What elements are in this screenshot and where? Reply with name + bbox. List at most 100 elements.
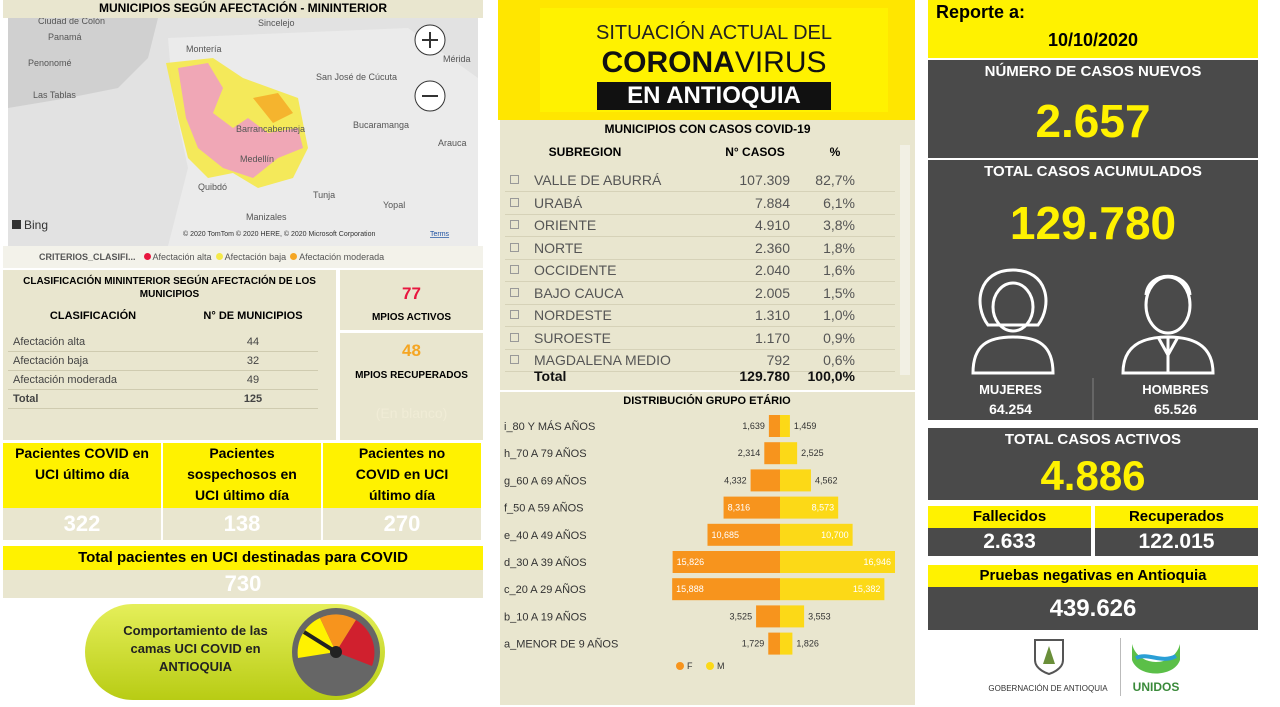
woman-face <box>991 281 1035 333</box>
zoom-in-icon <box>422 32 438 48</box>
row-line <box>505 258 895 260</box>
column-header: CLASIFICACIÓN <box>49 310 137 322</box>
map-terms[interactable]: Terms <box>430 231 450 238</box>
men-value: 65.526 <box>1154 401 1197 417</box>
gauge-hub <box>330 646 342 658</box>
shield-icon <box>1034 639 1064 676</box>
land <box>8 18 158 108</box>
column-header: % <box>829 145 841 159</box>
subregion-pct: 6,1% <box>823 194 855 211</box>
subregion-cases: 129.780 <box>739 368 790 384</box>
gender-divider <box>1092 378 1094 420</box>
expand-icon[interactable] <box>510 242 519 252</box>
subregion-cases: 792 <box>766 352 790 368</box>
uci-card-label: Pacientes no COVID en UCI último día <box>323 443 481 508</box>
map-place: Montería <box>186 44 222 54</box>
value-label: 1,459 <box>794 421 817 431</box>
subregion-cases: 107.309 <box>739 172 790 188</box>
scrollbar[interactable] <box>900 145 910 375</box>
expand-icon[interactable] <box>510 355 519 364</box>
recovered-label: Recuperados <box>1095 506 1258 528</box>
age-chart: DISTRIBUCIÓN GRUPO ETÁRIO i_80 Y MÁS AÑOS… <box>504 394 895 671</box>
woman-body <box>971 335 1055 375</box>
unidos-wave <box>1135 654 1177 661</box>
bing-logo <box>12 220 21 229</box>
row-line <box>505 213 895 215</box>
bar <box>723 496 780 519</box>
report-panel: Reporte a: 10/10/2020 <box>928 0 1258 58</box>
active-label: MPIOS ACTIVOS <box>371 312 452 323</box>
recovered-label: MPIOS RECUPERADOS <box>355 370 468 381</box>
legend-dot <box>706 662 714 670</box>
bar <box>756 605 780 628</box>
uci-total-label: Total pacientes en UCI destinadas para C… <box>3 546 483 570</box>
category-label: i_80 Y MÁS AÑOS <box>504 420 595 433</box>
uci-button-label: Comportamiento de las camas UCI COVID en… <box>123 623 268 674</box>
map-place: Bucaramanga <box>353 120 409 130</box>
subregion-pct: 1,6% <box>823 262 855 278</box>
report-date: 10/10/2020 <box>1047 30 1139 50</box>
map-legend: CRITERIOS_CLASIFI... Afectación alta Afect… <box>3 246 483 268</box>
row-line <box>505 348 895 350</box>
legend-dot <box>143 253 151 260</box>
woman-hair <box>978 268 1048 327</box>
expand-icon[interactable] <box>510 265 519 274</box>
category-label: f_50 A 59 AÑOS <box>504 502 584 515</box>
row-line <box>8 389 318 390</box>
row-label: Afectación moderada <box>13 374 117 386</box>
expand-icon[interactable] <box>510 310 519 319</box>
total-cases-label: TOTAL CASOS ACUMULADOS <box>984 163 1202 180</box>
woman-icon <box>971 268 1055 375</box>
gauge-mid <box>320 614 356 652</box>
value-label: 15,382 <box>853 584 881 594</box>
region-moderate <box>253 93 293 123</box>
row-line <box>505 371 895 372</box>
value-label: 3,553 <box>808 611 831 621</box>
subregion-cases: 1.170 <box>754 329 790 346</box>
expand-icon[interactable] <box>510 175 519 184</box>
expand-icon[interactable] <box>510 332 519 342</box>
subregion-cases: 1.310 <box>754 307 790 323</box>
expand-icon[interactable] <box>510 287 519 297</box>
value-label: 1,729 <box>742 639 765 649</box>
legend-label: Afectación moderada <box>299 252 385 262</box>
banner: SITUACIÓN ACTUAL DEL CORONAVIRUS EN ANTI… <box>498 0 915 120</box>
row-label: Afectación alta <box>13 336 86 348</box>
legend-label: Afectación baja <box>224 252 287 262</box>
bar <box>780 578 885 601</box>
classification-title: CLASIFICACIÓN MININTERIOR SEGÚN AFECTACI… <box>23 276 316 300</box>
bar <box>672 551 780 573</box>
subregion-panel: MUNICIPIOS CON CASOS COVID-19 SUBREGION N… <box>500 120 915 390</box>
category-label: b_10 A 19 AÑOS <box>504 610 587 623</box>
value-label: 4,332 <box>724 475 747 485</box>
row-line <box>505 326 895 327</box>
value-label: 4,562 <box>815 475 838 485</box>
bar <box>768 415 780 437</box>
man-body <box>1121 335 1215 375</box>
uci-button[interactable]: Comportamiento de las camas UCI COVID en… <box>85 604 385 700</box>
recovered-value: 122.015 <box>1095 528 1258 556</box>
banner-box: SITUACIÓN ACTUAL DEL CORONAVIRUS EN ANTI… <box>540 8 888 112</box>
subregion-table: SUBREGION N° CASOS% VALLE DE ABURRÁ 107.309… <box>500 140 915 390</box>
legend-dot <box>676 662 684 670</box>
total-cases-value: 129.780 <box>1009 197 1177 249</box>
expand-icon[interactable] <box>510 197 519 207</box>
subregion-cases: 2.360 <box>754 239 790 256</box>
category-label: d_30 A 39 AÑOS <box>504 556 587 569</box>
map-place: Barrancabermeja <box>236 124 305 134</box>
bar <box>780 496 839 519</box>
man-hair <box>1144 274 1192 296</box>
map-place: Medellín <box>240 154 274 164</box>
active-cases-value: 4.886 <box>1040 452 1146 499</box>
unidos-label: UNIDOS <box>1132 680 1180 694</box>
recovered-municipalities: 48 MPIOS RECUPERADOS (En blanco) <box>340 333 483 440</box>
total-cases-panel: TOTAL CASOS ACUMULADOS 129.780 MUJERES 6… <box>928 160 1258 420</box>
value-label: 16,946 <box>863 557 891 567</box>
value-label: 8,316 <box>728 503 751 513</box>
uci-total-value: 730 <box>3 570 483 598</box>
expand-icon[interactable] <box>510 220 519 229</box>
bar <box>780 415 790 437</box>
subregion-pct: 0,9% <box>823 329 855 346</box>
map[interactable]: Ciudad de Colón Panamá Penonomé Las Tablas S… <box>8 18 478 246</box>
